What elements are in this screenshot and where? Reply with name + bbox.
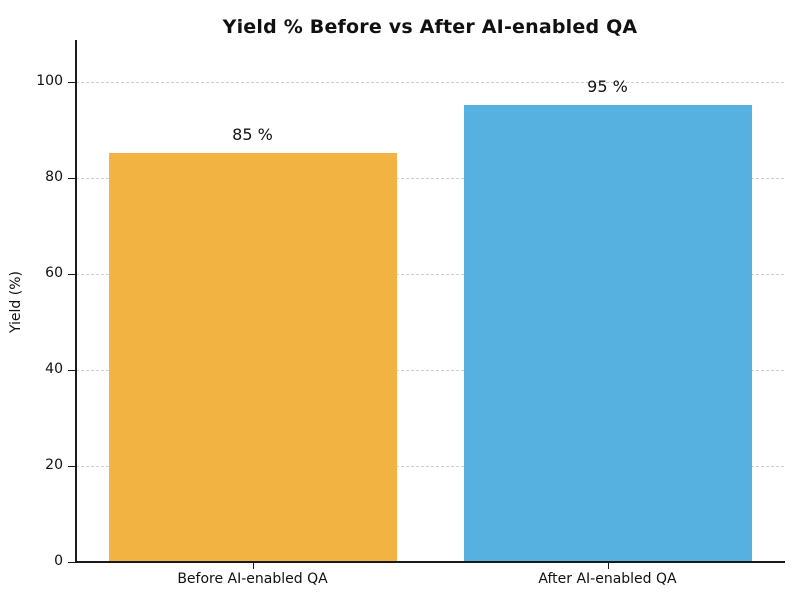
gridline-y-80 — [76, 178, 784, 179]
bar-1 — [463, 105, 752, 561]
gridline-y-40 — [76, 370, 784, 371]
y-tick-label-0: 0 — [54, 553, 63, 569]
y-tick-mark-20 — [68, 466, 75, 467]
y-axis-label: Yield (%) — [8, 271, 24, 334]
y-axis-spine — [75, 40, 77, 562]
x-tick-mark-1 — [607, 562, 609, 569]
x-tick-label-1: After AI-enabled QA — [538, 571, 677, 587]
y-tick-label-80: 80 — [45, 169, 63, 185]
gridline-y-60 — [76, 274, 784, 275]
y-tick-mark-100 — [68, 82, 75, 83]
x-axis-spine — [75, 561, 785, 563]
y-tick-label-100: 100 — [36, 73, 63, 89]
y-tick-label-40: 40 — [45, 361, 63, 377]
y-tick-label-20: 20 — [45, 457, 63, 473]
plot-area — [75, 40, 785, 563]
y-tick-mark-60 — [68, 274, 75, 275]
bar-value-label-1: 95 % — [587, 77, 628, 96]
x-tick-label-0: Before AI-enabled QA — [177, 571, 328, 587]
y-tick-mark-80 — [68, 178, 75, 179]
y-tick-mark-0 — [68, 562, 75, 563]
gridline-y-100 — [76, 82, 784, 83]
bar-value-label-0: 85 % — [232, 125, 273, 144]
y-tick-label-60: 60 — [45, 265, 63, 281]
gridline-y-20 — [76, 466, 784, 467]
x-tick-mark-0 — [252, 562, 254, 569]
bar-0 — [108, 153, 397, 561]
y-tick-mark-40 — [68, 370, 75, 371]
chart-title: Yield % Before vs After AI-enabled QA — [222, 16, 638, 38]
